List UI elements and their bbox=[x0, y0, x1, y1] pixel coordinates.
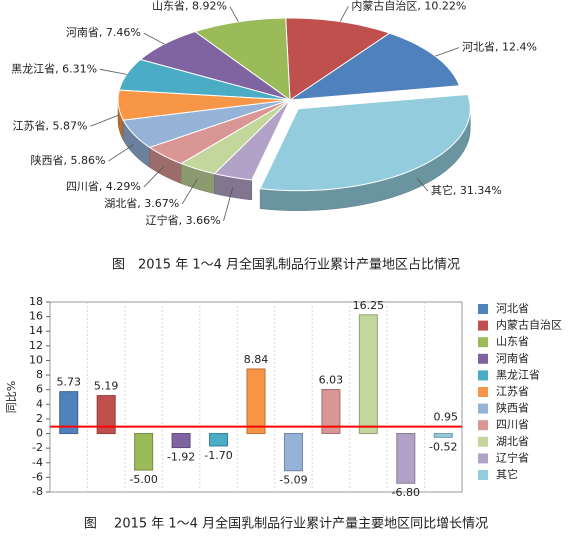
slice bbox=[259, 93, 471, 192]
data-label: -1.70 bbox=[204, 449, 232, 462]
bar bbox=[96, 395, 116, 435]
legend-swatch bbox=[478, 420, 488, 431]
slice bbox=[180, 99, 291, 175]
leader-line bbox=[223, 187, 234, 222]
bar bbox=[433, 433, 453, 438]
slice bbox=[193, 17, 291, 102]
slice bbox=[117, 89, 291, 121]
legend-label: 湖北省 bbox=[496, 435, 529, 448]
y-tick-label: 6 bbox=[36, 383, 43, 396]
legend-swatch bbox=[478, 436, 488, 447]
y-tick-label: 0 bbox=[36, 427, 43, 440]
legend-swatch bbox=[478, 387, 488, 397]
data-label: 四川省, 4.29% bbox=[66, 180, 141, 193]
reference-label: 0.95 bbox=[434, 411, 459, 424]
bar-caption: 图 2015 年 1～4 月全国乳制品行业累计产量主要地区同比增长情况 bbox=[84, 516, 488, 532]
data-label: 其它, 31.34% bbox=[431, 183, 502, 197]
leader-line bbox=[181, 178, 198, 205]
legend-label: 陕西省 bbox=[496, 401, 529, 415]
data-label: 16.25 bbox=[353, 299, 385, 312]
slice bbox=[288, 32, 461, 101]
legend-swatch bbox=[478, 304, 488, 314]
data-label: 河南省, 7.46% bbox=[66, 26, 141, 39]
bar bbox=[358, 314, 378, 435]
y-axis-label: 同比% bbox=[5, 381, 18, 413]
bar bbox=[209, 433, 229, 447]
leader-line bbox=[99, 68, 127, 75]
legend-swatch bbox=[478, 353, 488, 364]
legend-label: 河南省 bbox=[496, 352, 529, 365]
legend-label: 河北省 bbox=[496, 302, 529, 315]
y-tick-label: 12 bbox=[29, 339, 43, 352]
y-tick-label: 14 bbox=[29, 324, 43, 337]
data-label: -1.92 bbox=[167, 451, 195, 464]
legend-label: 四川省 bbox=[496, 418, 529, 431]
slice bbox=[148, 99, 291, 165]
y-tick-label: 8 bbox=[36, 368, 43, 381]
bar bbox=[283, 433, 303, 472]
leader-line bbox=[143, 32, 165, 45]
data-label: 5.73 bbox=[56, 376, 81, 389]
leader-line bbox=[339, 6, 349, 22]
data-label: 辽宁省, 3.66% bbox=[146, 213, 221, 227]
y-tick-label: -4 bbox=[32, 456, 43, 469]
pie-caption: 图 2015 年 1～4 月全国乳制品行业累计产量地区占比情况 bbox=[112, 257, 460, 273]
legend-label: 辽宁省 bbox=[496, 450, 529, 464]
legend-label: 其它 bbox=[496, 467, 518, 481]
bar bbox=[396, 433, 416, 484]
slice bbox=[285, 17, 391, 101]
legend-swatch bbox=[478, 370, 488, 381]
y-tick-label: 4 bbox=[36, 397, 43, 410]
data-label: -5.09 bbox=[279, 474, 307, 487]
data-label: 湖北省, 3.67% bbox=[104, 197, 179, 210]
leader-line bbox=[229, 6, 239, 22]
legend-label: 黑龙江省 bbox=[496, 368, 540, 381]
legend-swatch bbox=[478, 320, 488, 331]
leader-line bbox=[143, 165, 165, 188]
slice bbox=[213, 99, 291, 181]
data-label: 陕西省, 5.86% bbox=[31, 153, 106, 167]
legend-label: 山东省 bbox=[496, 335, 529, 348]
slice bbox=[122, 99, 291, 148]
data-label: -6.80 bbox=[392, 486, 420, 499]
data-label: 河北省, 12.4% bbox=[462, 41, 537, 54]
legend-label: 内蒙古自治区 bbox=[496, 318, 562, 332]
data-label: 5.19 bbox=[94, 380, 119, 393]
y-tick-label: 10 bbox=[29, 353, 43, 366]
y-tick-label: -8 bbox=[32, 485, 43, 498]
bar bbox=[134, 433, 154, 471]
data-label: 6.03 bbox=[319, 373, 344, 386]
y-tick-label: 2 bbox=[36, 412, 43, 425]
y-tick-label: -6 bbox=[32, 470, 43, 483]
data-label: -0.52 bbox=[429, 440, 457, 453]
legend-swatch bbox=[478, 337, 488, 348]
legend-swatch bbox=[478, 470, 488, 480]
bar bbox=[59, 391, 79, 435]
leader-line bbox=[435, 47, 460, 57]
leader-line bbox=[108, 144, 135, 162]
bar bbox=[246, 368, 266, 435]
data-label: 8.84 bbox=[244, 353, 269, 366]
data-label: 黑龙江省, 6.31% bbox=[11, 62, 97, 75]
data-label: 内蒙古自治区, 10.22% bbox=[351, 0, 466, 12]
legend-swatch bbox=[478, 453, 488, 464]
bar bbox=[321, 388, 341, 435]
legend-label: 江苏省 bbox=[496, 385, 529, 398]
leader-line bbox=[416, 177, 429, 192]
bar bbox=[171, 433, 191, 449]
y-tick-label: 16 bbox=[29, 310, 43, 323]
data-label: 江苏省, 5.87% bbox=[12, 119, 87, 132]
legend-swatch bbox=[478, 403, 488, 414]
data-label: 山东省, 8.92% bbox=[152, 0, 227, 13]
leader-line bbox=[90, 114, 119, 127]
y-tick-label: 18 bbox=[29, 295, 43, 308]
y-tick-label: -2 bbox=[32, 441, 43, 454]
data-label: -5.00 bbox=[129, 473, 157, 486]
